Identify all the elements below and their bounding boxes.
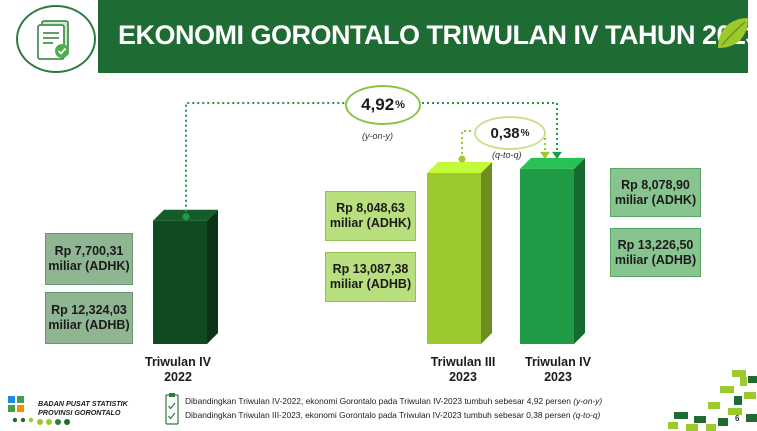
- bar-side: [574, 157, 585, 344]
- category-line2: 2022: [164, 370, 192, 384]
- note-yoy-em: (y-on-y): [573, 396, 603, 406]
- note-yoy: Dibandingkan Triwulan IV-2022, ekonomi G…: [185, 396, 602, 406]
- bps-logo-icon: [8, 396, 34, 423]
- note-yoy-text: Dibandingkan Triwulan IV-2022, ekonomi G…: [185, 396, 574, 406]
- bar-top: [520, 157, 585, 169]
- qtq-start-dot: [458, 155, 466, 163]
- value-adhk: Rp 8,078,90: [621, 177, 690, 192]
- bar: [427, 173, 481, 344]
- value-adhk: Rp 8,048,63: [336, 201, 405, 215]
- category-line2: 2023: [544, 370, 572, 384]
- bar-side: [481, 162, 492, 344]
- value-adhb: Rp 13,226,50: [617, 237, 694, 252]
- yoy-start-dot: [182, 213, 190, 221]
- value-box-adhb-q3-2023: Rp 13,087,38 miliar (ADHB): [325, 252, 416, 302]
- org-line1: BADAN PUSAT STATISTIK: [38, 399, 128, 408]
- growth-qtq-value: 0,38: [490, 124, 520, 142]
- category-line1: Triwulan IV: [145, 355, 211, 369]
- bar-side: [207, 209, 218, 344]
- value-unit: miliar (ADHK): [48, 259, 130, 273]
- page-number: 6: [735, 414, 740, 423]
- qtq-connector-left: [461, 130, 474, 160]
- growth-yoy-value: 4,92: [361, 95, 395, 114]
- value-unit: miliar (ADHB): [614, 252, 697, 267]
- value-unit: miliar (ADHK): [614, 192, 697, 207]
- value-box-adhb-q4-2022: Rp 12,324,03 miliar (ADHB): [45, 292, 133, 344]
- growth-qtq-bubble: 0,38%: [474, 116, 546, 150]
- yoy-connector-left: [185, 102, 345, 217]
- category-label-q4-2022: Triwulan IV 2022: [128, 355, 228, 385]
- value-box-adhk-q4-2022: Rp 7,700,31 miliar (ADHK): [45, 233, 133, 285]
- decorative-pattern: [668, 370, 757, 431]
- organization-name: BADAN PUSAT STATISTIK PROVINSI GORONTALO: [38, 399, 128, 417]
- value-unit: miliar (ADHB): [48, 318, 130, 332]
- growth-qtq-label: (q-to-q): [492, 150, 522, 160]
- value-adhb: Rp 12,324,03: [51, 303, 127, 317]
- growth-yoy-unit: %: [395, 99, 405, 111]
- org-line2: PROVINSI GORONTALO: [38, 408, 121, 417]
- value-box-adhb-q4-2023: Rp 13,226,50 miliar (ADHB): [610, 228, 701, 277]
- value-unit: miliar (ADHB): [329, 277, 412, 291]
- qtq-arrow: [540, 151, 550, 159]
- category-label-q4-2023: Triwulan IV 2023: [508, 355, 608, 385]
- page-title: EKONOMI GORONTALO TRIWULAN IV TAHUN 2023: [118, 20, 757, 50]
- growth-yoy-bubble: 4,92%: [345, 85, 421, 125]
- report-logo: [16, 5, 96, 73]
- document-check-icon: [37, 20, 69, 60]
- footer-dots: [37, 419, 70, 425]
- bar: [520, 168, 574, 344]
- header-bar: [98, 0, 748, 73]
- growth-qtq-unit: %: [520, 127, 530, 139]
- yoy-connector-right: [417, 102, 558, 151]
- category-line2: 2023: [449, 370, 477, 384]
- bar-top: [427, 162, 492, 174]
- value-adhk: Rp 7,700,31: [54, 244, 124, 258]
- note-qtq-em: (q-to-q): [572, 410, 601, 420]
- bar: [153, 220, 207, 344]
- note-qtq-text: Dibandingkan Triwulan III-2023, ekonomi …: [185, 410, 573, 420]
- note-qtq: Dibandingkan Triwulan III-2023, ekonomi …: [185, 410, 600, 420]
- yoy-arrow: [552, 151, 562, 159]
- leaf-icon: [718, 18, 748, 48]
- value-adhb: Rp 13,087,38: [332, 262, 409, 276]
- clipboard-icon: [165, 393, 179, 425]
- value-box-adhk-q3-2023: Rp 8,048,63 miliar (ADHK): [325, 191, 416, 241]
- growth-yoy-label: (y-on-y): [362, 131, 393, 141]
- category-line1: Triwulan III: [430, 355, 496, 369]
- category-label-q3-2023: Triwulan III 2023: [413, 355, 513, 385]
- value-box-adhk-q4-2023: Rp 8,078,90 miliar (ADHK): [610, 168, 701, 217]
- value-unit: miliar (ADHK): [329, 216, 412, 230]
- category-line1: Triwulan IV: [525, 355, 591, 369]
